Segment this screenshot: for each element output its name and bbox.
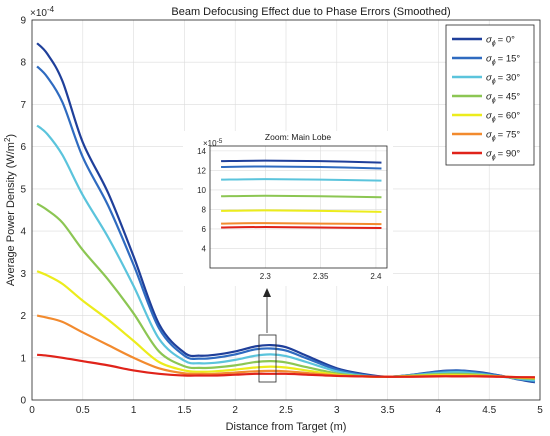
legend-series-name: = 75° (498, 130, 521, 141)
y-tick-label: 7 (20, 100, 26, 111)
x-tick-label: 5 (537, 405, 543, 416)
inset-plot-frame (209, 145, 388, 269)
x-tick-label: 0.5 (76, 405, 90, 416)
x-tick-labels: 0 0.5 1 1.5 2 2.5 3 3.5 4 4.5 5 (29, 405, 543, 416)
legend-symbol: σ (486, 92, 493, 103)
zoom-arrowhead (263, 288, 271, 297)
legend-subscript: ϕ (492, 98, 496, 105)
y-tick-label: 8 (20, 58, 26, 69)
legend-entry-label: σϕ = 75° (486, 130, 520, 143)
inset-y-tick-label: 8 (202, 205, 207, 214)
y-tick-label: 5 (20, 184, 26, 195)
legend-entry-label: σϕ = 45° (486, 92, 520, 105)
series-line-2 (36, 124, 536, 382)
legend-subscript: ϕ (492, 41, 496, 48)
legend-symbol: σ (486, 111, 493, 122)
y-tick-label: 0 (20, 396, 26, 407)
y-tick-label: 4 (20, 227, 26, 238)
inset-y-exponent-base: ×10 (203, 139, 217, 148)
inset-y-tick-label: 4 (202, 244, 207, 253)
legend-symbol: σ (486, 54, 493, 65)
inset-y-tick-label: 12 (197, 166, 206, 175)
zoom-region-box (258, 334, 277, 383)
inset-y-exponent-power: -5 (217, 138, 223, 145)
x-tick-label: 2.5 (279, 405, 293, 416)
x-tick-label: 2 (232, 405, 238, 416)
legend-subscript: ϕ (492, 155, 496, 162)
inset-x-tick-label: 2.3 (260, 272, 272, 281)
inset-x-tick-labels: 2.3 2.35 2.4 (260, 272, 382, 281)
y-tick-label: 2 (20, 311, 26, 322)
inset-series-line-1 (221, 165, 382, 170)
inset-y-tick-label: 10 (197, 186, 206, 195)
x-tick-label: 4.5 (482, 405, 496, 416)
y-axis-label-main: Average Power Density (W/m (5, 142, 17, 286)
y-exponent-base: ×10 (30, 8, 47, 19)
legend-series-name: = 60° (498, 111, 521, 122)
inset-y-tick-label: 6 (202, 225, 207, 234)
inset-series-line-2 (221, 178, 382, 182)
y-tick-label: 1 (20, 353, 26, 364)
x-tick-label: 3.5 (381, 405, 395, 416)
inset-series-line-4 (221, 209, 382, 213)
inset-x-tick-label: 2.4 (370, 272, 382, 281)
legend-symbol: σ (486, 130, 493, 141)
legend-symbol: σ (486, 35, 493, 46)
inset-series-group (221, 159, 382, 229)
legend-subscript: ϕ (492, 117, 496, 124)
legend: σϕ = 0°σϕ = 15°σϕ = 30°σϕ = 45°σϕ = 60°σϕ = 75… (452, 35, 520, 162)
legend-symbol: σ (486, 73, 493, 84)
legend-subscript: ϕ (492, 79, 496, 86)
legend-series-name: = 30° (498, 73, 521, 84)
legend-series-name: = 45° (498, 92, 521, 103)
x-tick-label: 1.5 (177, 405, 191, 416)
legend-entry-label: σϕ = 0° (486, 35, 515, 48)
y-tick-label: 6 (20, 142, 26, 153)
legend-entry-label: σϕ = 60° (486, 111, 520, 124)
inset-y-tick-labels: 4 6 8 10 12 14 (197, 147, 206, 254)
series-line-6 (36, 353, 535, 379)
series-line-1 (36, 65, 536, 383)
chart-title: Beam Defocusing Effect due to Phase Erro… (171, 6, 450, 18)
x-tick-label: 3 (334, 405, 340, 416)
y-tick-label: 3 (20, 269, 26, 280)
inset-series-line-5 (221, 222, 382, 226)
legend-entry-label: σϕ = 15° (486, 54, 520, 67)
legend-series-name: = 90° (498, 149, 521, 160)
legend-subscript: ϕ (492, 60, 496, 67)
legend-series-name: = 15° (498, 54, 521, 65)
legend-entry-label: σϕ = 90° (486, 149, 520, 162)
inset-series-line-6 (221, 226, 382, 229)
y-exponent-label: ×10-4 (30, 5, 55, 19)
series-line-3 (36, 202, 535, 380)
legend-entry-label: σϕ = 30° (486, 73, 520, 86)
main-plot-frame (31, 19, 541, 401)
x-tick-label: 0 (29, 405, 35, 416)
x-tick-label: 4 (436, 405, 442, 416)
legend-subscript: ϕ (492, 136, 496, 143)
inset-series-line-3 (221, 194, 382, 199)
y-axis-label-sup: 2 (3, 137, 12, 142)
legend-series-name: = 0° (498, 35, 515, 46)
y-tick-label: 9 (20, 16, 26, 27)
main-series-group (36, 42, 536, 384)
y-axis-label-close: ) (5, 134, 17, 138)
inset-y-exponent-label: ×10-5 (203, 138, 223, 148)
inset-y-tick-label: 14 (197, 147, 206, 156)
x-axis-label: Distance from Target (m) (226, 421, 347, 433)
inset-x-tick-label: 2.35 (313, 272, 329, 281)
inset-background (183, 131, 393, 286)
legend-symbol: σ (486, 149, 493, 160)
y-exponent-power: -4 (47, 5, 55, 14)
y-tick-labels: 0 1 2 3 4 5 6 7 8 9 (20, 16, 26, 407)
x-tick-label: 1 (131, 405, 137, 416)
inset-series-line-0 (221, 159, 382, 164)
y-axis-label: Average Power Density (W/m2) (3, 134, 17, 286)
inset-title: Zoom: Main Lobe (265, 132, 331, 142)
